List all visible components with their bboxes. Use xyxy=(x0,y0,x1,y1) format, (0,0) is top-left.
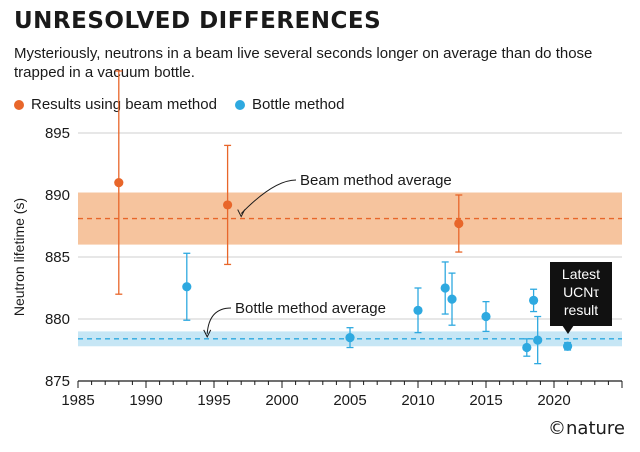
average-annotation: Bottle method average xyxy=(235,300,386,317)
nature-credit: ©nature xyxy=(548,418,625,439)
callout-line-2: UCNτ xyxy=(563,284,599,300)
data-point xyxy=(114,178,124,188)
average-annotation: Beam method average xyxy=(300,172,452,189)
annotation-leader xyxy=(206,307,232,334)
plot-area: 1985 1990 1995 2000 2005 2010 2015 2020 875 880 88… xyxy=(11,70,623,409)
data-point xyxy=(563,341,573,351)
legend-item-beam: Results using beam method xyxy=(14,96,217,113)
data-point xyxy=(440,283,450,293)
legend-beam-marker xyxy=(14,99,24,110)
x-tick-label: 1990 xyxy=(129,392,162,409)
data-point xyxy=(345,333,355,343)
legend-bottle-label: Bottle method xyxy=(251,96,345,113)
chart-title: UNRESOLVED DIFFERENCES xyxy=(14,8,382,34)
data-point xyxy=(447,294,457,304)
x-tick-label: 2020 xyxy=(537,392,570,409)
annotation-arrowhead xyxy=(237,209,246,218)
data-point xyxy=(481,311,491,322)
data-point xyxy=(529,295,539,305)
latest-result-callout: Latest UCNτ result xyxy=(550,262,612,326)
y-tick-label: 890 xyxy=(45,187,70,204)
data-point xyxy=(522,342,532,353)
y-tick-label: 895 xyxy=(45,125,70,142)
x-tick-label: 2005 xyxy=(333,392,366,409)
legend-item-bottle: Bottle method xyxy=(234,96,345,113)
y-tick-label: 875 xyxy=(45,373,70,390)
chart-subtitle: Mysteriously, neutrons in a beam live se… xyxy=(14,45,593,81)
data-point xyxy=(454,218,464,229)
legend-bottle-marker xyxy=(234,99,245,110)
callout-line-1: Latest xyxy=(561,266,601,282)
x-tick-label: 1995 xyxy=(197,392,230,409)
data-point xyxy=(223,200,233,210)
callout-pointer xyxy=(562,325,574,334)
data-point xyxy=(413,305,423,315)
data-point xyxy=(533,335,543,345)
x-tick-label: 1985 xyxy=(61,392,94,409)
legend: Results using beam method Bottle method xyxy=(14,96,363,113)
annotation-leader xyxy=(240,179,297,214)
y-tick-label: 880 xyxy=(45,311,70,328)
x-tick-label: 2010 xyxy=(401,392,434,409)
annotation-arrowhead xyxy=(203,329,212,338)
data-point xyxy=(182,282,192,292)
legend-beam-label: Results using beam method xyxy=(31,96,217,113)
y-tick-label: 885 xyxy=(45,249,70,266)
x-tick-label: 2015 xyxy=(469,392,502,409)
x-tick-label: 2000 xyxy=(265,392,298,409)
y-axis-label: Neutron lifetime (s) xyxy=(11,198,27,316)
callout-line-3: result xyxy=(563,302,599,318)
